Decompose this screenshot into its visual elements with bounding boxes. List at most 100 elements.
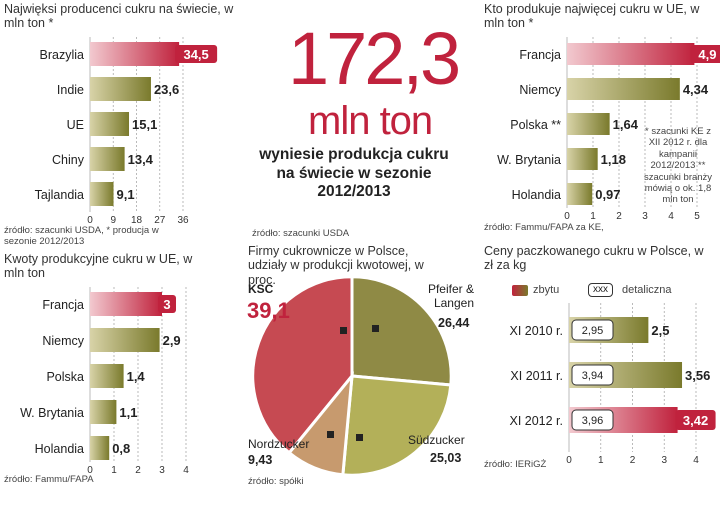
price-wholesale-label: 3,42	[683, 413, 708, 428]
pie-ksc-name: KSC	[248, 282, 274, 296]
quota-category-label: Holandia	[35, 442, 84, 456]
headline-subtitle: wyniesie produkcja cukru na świecie w se…	[259, 146, 449, 201]
price-tick-label: 4	[693, 455, 699, 466]
pie-chart-title: Firmy cukrownicze w Polsce, udziały w pr…	[248, 244, 424, 287]
ue-source: źródło: Fammu/FAPA za KE,	[484, 222, 604, 233]
ue-tick-label: 5	[694, 211, 700, 222]
pie-slice	[341, 374, 453, 477]
pie-slice	[251, 275, 354, 455]
ue-bar	[567, 113, 610, 135]
quota-category-label: Niemcy	[42, 334, 84, 348]
price-category-label: XI 2012 r.	[509, 414, 563, 428]
ue-bar	[567, 183, 593, 205]
price-category-label: XI 2011 r.	[510, 369, 563, 383]
price-tick-label: 1	[598, 455, 604, 466]
ue-category-label: W. Brytania	[497, 153, 561, 167]
price-chart-title: Ceny paczkowanego cukru w Polsce, w zł z…	[484, 244, 704, 273]
legend-wholesale-label: zbytu	[533, 284, 560, 296]
quota-bar	[90, 436, 110, 460]
ue-bar	[567, 78, 680, 100]
world-tick-label: 18	[131, 215, 143, 226]
pie-slice	[287, 371, 354, 477]
pie-nordzucker-name: Nordzucker	[248, 437, 310, 451]
ue-chart-title: Kto produkuje najwięcej cukru w UE, w ml…	[484, 2, 700, 31]
ue-category-label: Polska **	[510, 118, 561, 132]
quota-category-label: Polska	[46, 370, 84, 384]
world-tick-label: 36	[177, 215, 189, 226]
price-source: źródło: IERiGŻ	[484, 459, 547, 470]
pie-sudzucker-value: 25,03	[430, 451, 462, 465]
headline-number: 172,3	[288, 17, 461, 100]
quota-value-label: 0,8	[112, 441, 130, 456]
world-tick-label: 9	[110, 215, 116, 226]
legend-wholesale-swatch	[512, 285, 528, 296]
legend-retail-label: detaliczna	[622, 284, 672, 296]
ue-category-label: Holandia	[512, 188, 561, 202]
pie-source: źródło: spółki	[248, 476, 304, 487]
ue-value-label: 1,18	[601, 152, 626, 167]
world-value-label: 9,1	[117, 187, 135, 202]
quota-source: źródło: Fammu/FAPA	[4, 474, 94, 485]
pie-leader-marker	[372, 325, 379, 332]
world-value-badge	[175, 45, 218, 63]
ue-tick-label: 2	[616, 211, 622, 222]
world-category-label: Chiny	[52, 153, 85, 167]
quota-tick-label: 4	[183, 465, 189, 476]
world-bar	[90, 42, 180, 66]
world-value-label: 23,6	[154, 82, 179, 97]
quota-bar	[90, 292, 162, 316]
ue-value-badge	[690, 45, 720, 63]
price-wholesale-label: 2,5	[651, 323, 669, 338]
world-tick-label: 0	[87, 215, 93, 226]
ue-value-label: 4,9	[698, 47, 716, 62]
price-value-badge	[675, 410, 716, 430]
ue-value-label: 4,34	[683, 82, 709, 97]
pie-nordzucker-value: 9,43	[248, 453, 273, 467]
ue-value-label: 0,97	[595, 187, 620, 202]
ue-footnote: * szacunki KE z XII 2012 r. dla kampanii…	[643, 126, 713, 206]
pie-sudzucker-name: Südzucker	[408, 433, 465, 447]
ue-bar	[567, 43, 695, 65]
pie-leader-marker	[340, 327, 347, 334]
quota-bar	[90, 400, 117, 424]
quota-value-label: 3	[163, 297, 170, 312]
quota-category-label: W. Brytania	[20, 406, 84, 420]
pie-pfeifer-value: 26,44	[438, 316, 470, 330]
price-retail-box	[571, 364, 614, 386]
quota-tick-label: 2	[135, 465, 141, 476]
ue-bar	[567, 148, 598, 170]
world-value-label: 34,5	[183, 47, 208, 62]
pie-leader-marker	[356, 434, 363, 441]
quota-value-label: 1,4	[127, 369, 146, 384]
ue-tick-label: 4	[668, 211, 674, 222]
world-bar	[90, 112, 130, 136]
world-value-label: 15,1	[132, 117, 157, 132]
world-bar	[90, 77, 151, 101]
price-tick-label: 0	[566, 455, 572, 466]
headline-unit: mln ton	[308, 99, 433, 143]
legend-retail-box: xxx	[588, 283, 613, 297]
pie-ksc-value: 39,1	[247, 298, 290, 323]
ue-tick-label: 0	[564, 211, 570, 222]
price-retail-label: 3,94	[582, 370, 603, 382]
price-category-label: XI 2010 r.	[509, 324, 563, 338]
quota-bar	[90, 364, 124, 388]
pie-slice	[350, 275, 453, 387]
price-retail-label: 3,96	[582, 415, 603, 427]
world-bar	[90, 147, 125, 171]
world-chart-title: Najwięksi producenci cukru na świecie, w…	[4, 2, 234, 31]
price-tick-label: 3	[661, 455, 667, 466]
quota-value-label: 2,9	[163, 333, 181, 348]
ue-value-label: 1,64	[613, 117, 639, 132]
quota-tick-label: 3	[159, 465, 165, 476]
ue-tick-label: 3	[642, 211, 648, 222]
world-source: źródło: szacunki USDA, * producja w sezo…	[4, 225, 159, 247]
world-value-label: 13,4	[128, 152, 154, 167]
quota-tick-label: 1	[111, 465, 117, 476]
world-tick-label: 27	[154, 215, 166, 226]
price-tick-label: 2	[630, 455, 636, 466]
quota-category-label: Francja	[42, 298, 84, 312]
world-bar	[90, 182, 114, 206]
ue-category-label: Francja	[519, 48, 561, 62]
